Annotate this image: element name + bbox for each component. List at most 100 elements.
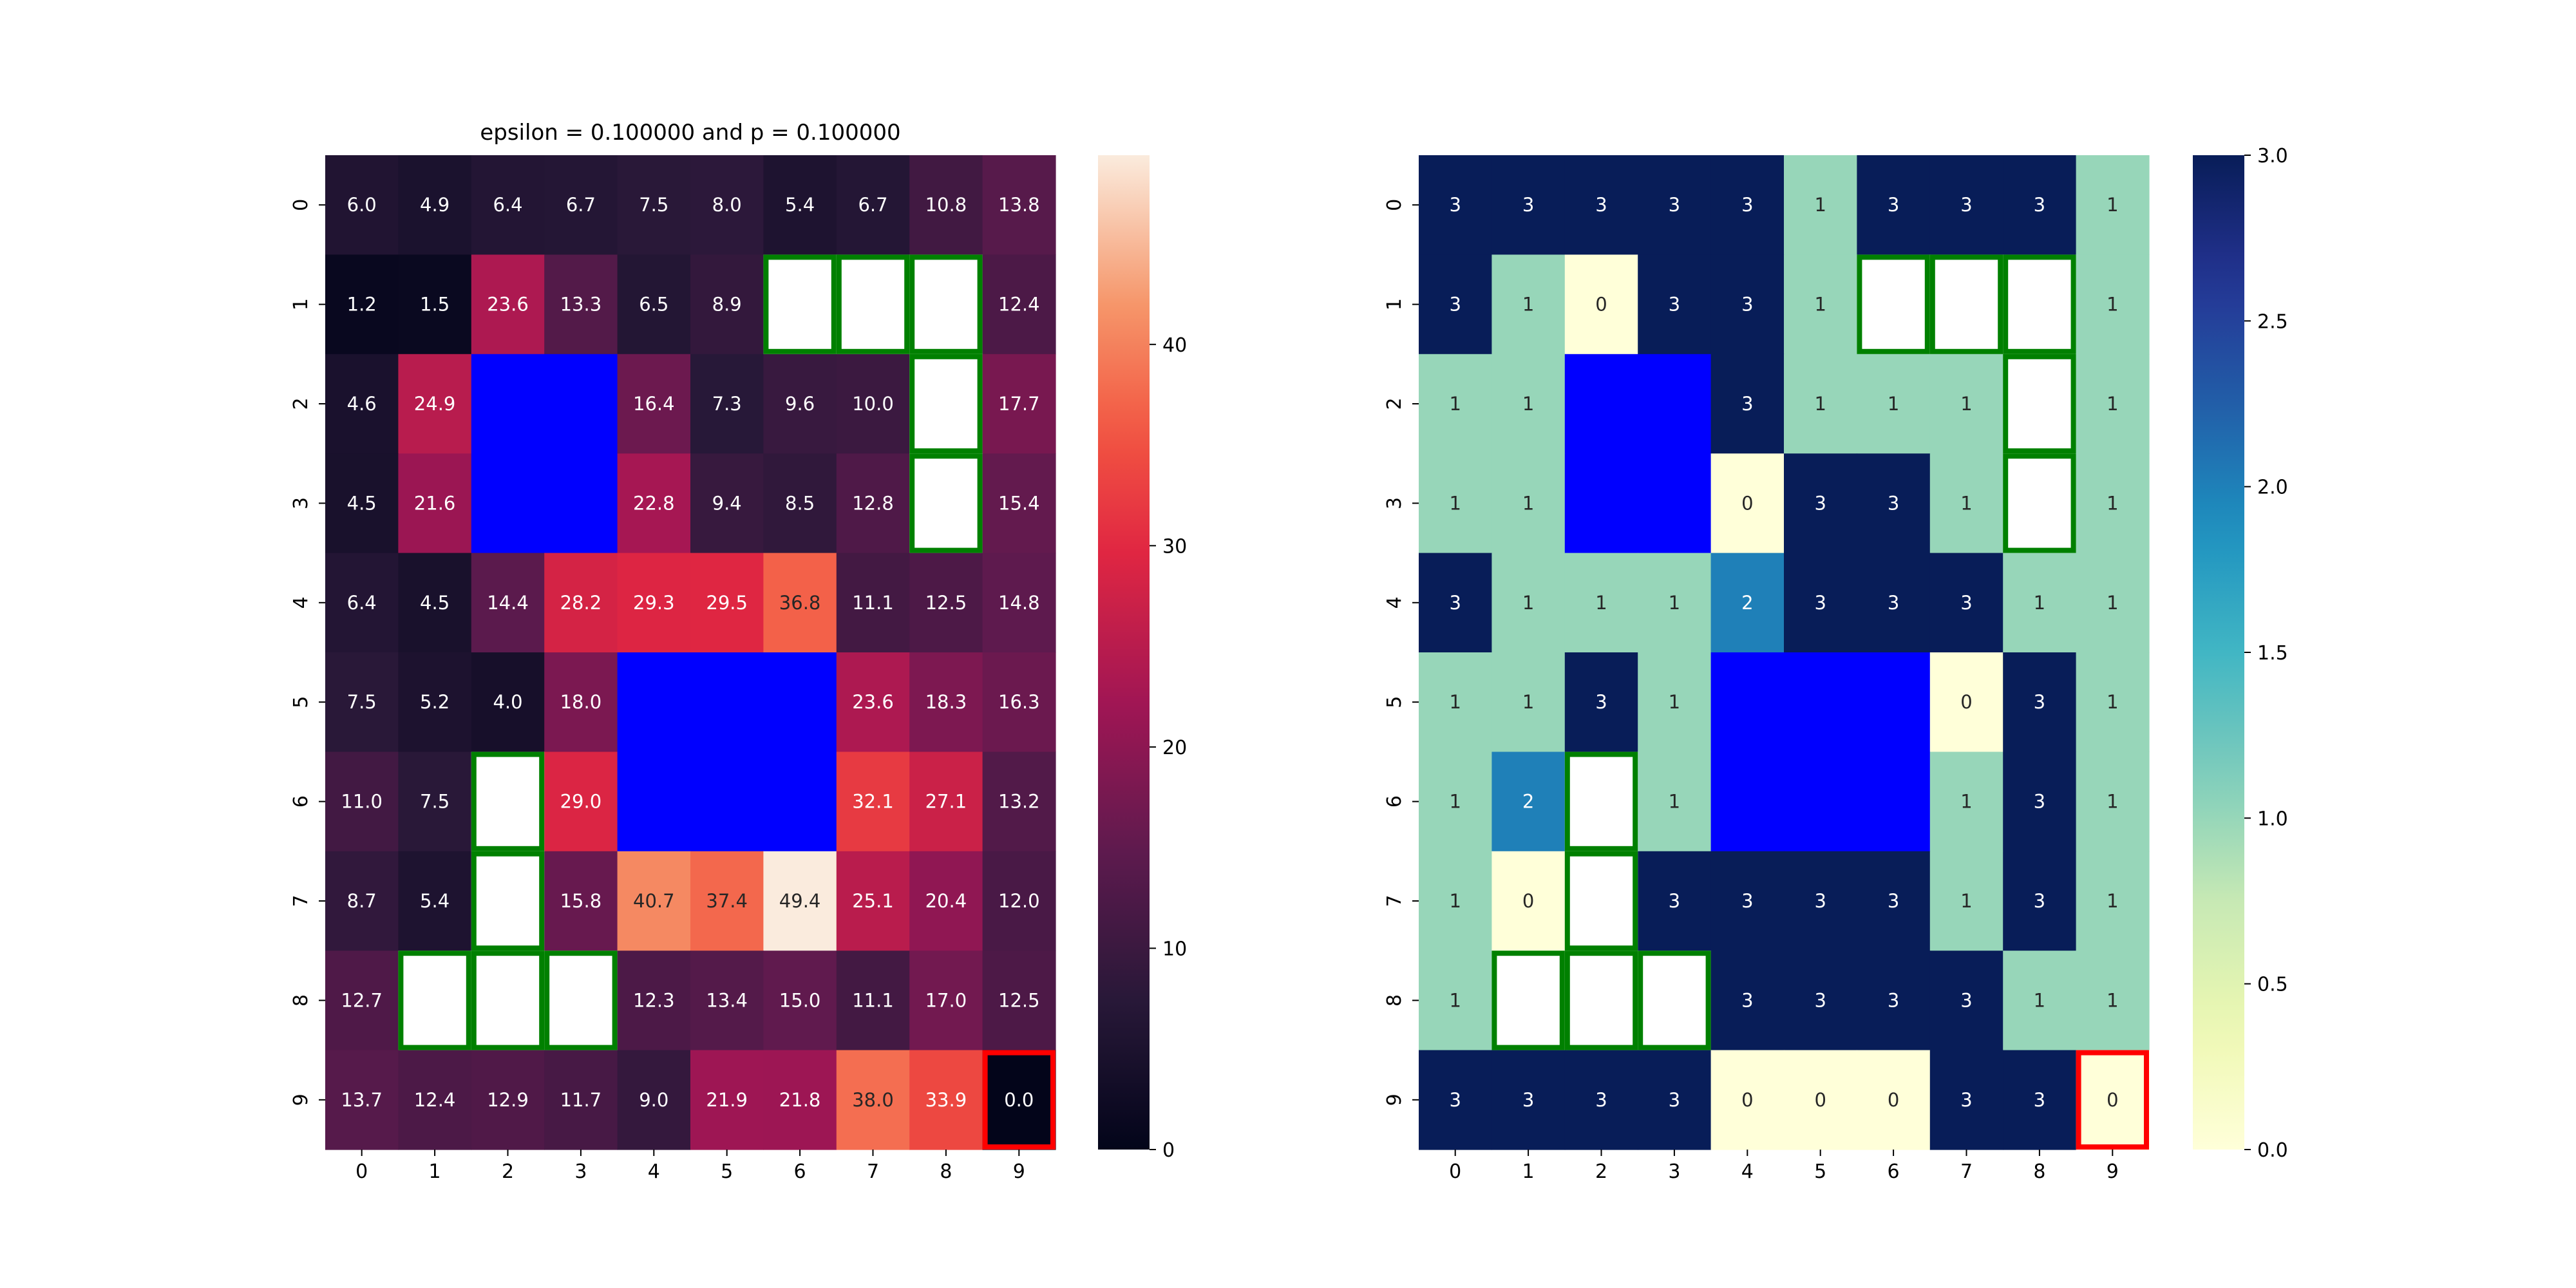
cell-label: 10.0	[852, 393, 894, 415]
cell-label: 1.5	[420, 294, 450, 316]
cell-label: 16.4	[633, 393, 675, 415]
cell-label: 16.3	[998, 691, 1040, 713]
right-heatmap-panel: 3 3 3 3 3 1 3 3 3 1 3 1 0 3 3 1 1 1 1 3 1 1 1 1 1 1 0 3 3 1 1 3 1 1 1 2 3 3 3 1…	[1383, 145, 2288, 1183]
heatmap-cell	[544, 951, 618, 1051]
cell-label: 1	[1960, 492, 1972, 514]
heatmap-cell	[763, 652, 837, 752]
cell-label: 49.4	[779, 890, 821, 912]
heatmap-cell	[544, 254, 618, 355]
colorbar-tick-label: 2.5	[2257, 310, 2288, 333]
heatmap-cell	[1857, 752, 1931, 852]
cell-label: 1	[2107, 194, 2118, 216]
y-tick-label: 5	[290, 696, 312, 708]
x-tick-label: 1	[1522, 1160, 1535, 1183]
cell-label: 1	[2107, 989, 2118, 1011]
heatmap-cell	[1564, 453, 1638, 554]
heatmap-cell	[1857, 951, 1931, 1051]
cell-label: 3	[1960, 989, 1972, 1011]
heatmap-cell	[1492, 453, 1566, 554]
x-tick-label: 1	[429, 1160, 441, 1183]
heatmap-cell	[617, 155, 691, 255]
heatmap-cell	[471, 155, 545, 255]
heatmap-cell	[1929, 254, 2003, 355]
cell-label: 6.7	[858, 194, 887, 216]
heatmap-cell	[1492, 553, 1566, 653]
y-tick-label: 9	[290, 1094, 312, 1106]
heatmap-cell	[1638, 851, 1712, 951]
colorbar-tick-label: 40	[1162, 334, 1187, 357]
cell-label: 8.5	[785, 492, 815, 514]
cell-label: 36.8	[779, 592, 821, 614]
heatmap-cell	[1784, 453, 1857, 554]
heatmap-cell	[909, 851, 983, 951]
heatmap-cell	[471, 1050, 545, 1150]
y-tick-label: 3	[1383, 497, 1406, 509]
cell-label: 24.9	[414, 393, 456, 415]
cell-label: 0	[2107, 1089, 2118, 1111]
cell-label: 12.7	[341, 989, 383, 1011]
cell-label: 1	[1449, 989, 1461, 1011]
heatmap-cell	[763, 254, 837, 355]
wall-cell-outline	[1857, 254, 1930, 354]
cell-label: 12.0	[998, 890, 1040, 912]
heatmap-cell	[398, 453, 472, 554]
cell-label: 1	[1449, 492, 1461, 514]
heatmap-cell	[398, 851, 472, 951]
heatmap-cell	[1710, 254, 1785, 355]
cell-label: 3	[1888, 592, 1899, 614]
wall-cell-outline	[471, 951, 545, 1050]
cell-label: 6.7	[566, 194, 596, 216]
cell-label: 5.4	[420, 890, 450, 912]
heatmap-cell	[1492, 155, 1566, 255]
heatmap-cell	[1929, 453, 2003, 554]
x-tick-label: 3	[574, 1160, 587, 1183]
heatmap-cell	[398, 951, 472, 1051]
heatmap-cell	[1784, 354, 1857, 454]
wall-cell-outline	[909, 354, 983, 454]
cell-label: 12.3	[633, 989, 675, 1011]
cell-label: 1	[1814, 393, 1826, 415]
heatmap-cell	[1929, 354, 2003, 454]
heatmap-cell	[763, 553, 837, 653]
colorbar-tick-label: 0.5	[2257, 974, 2288, 996]
heatmap-cell	[836, 1050, 910, 1150]
x-tick-label: 0	[355, 1160, 368, 1183]
heatmap-cell	[1419, 851, 1492, 951]
heatmap-cell	[544, 652, 618, 752]
heatmap-cell	[471, 951, 545, 1051]
heatmap-cell	[471, 254, 545, 355]
colorbar-tick-label: 0.0	[2257, 1139, 2288, 1162]
wall-cell-outline	[398, 951, 471, 1050]
cell-label: 3	[1449, 1089, 1461, 1111]
heatmap-cell	[617, 752, 691, 852]
y-tick-label: 1	[290, 298, 312, 310]
goal-cell-outline	[982, 1050, 1056, 1150]
wall-cell-outline	[1564, 951, 1638, 1050]
heatmap-cell	[325, 453, 399, 554]
wall-cell-outline	[909, 254, 983, 354]
cell-label: 0	[1888, 1089, 1899, 1111]
heatmap-cell	[1419, 354, 1492, 454]
heatmap-cell	[2076, 652, 2150, 752]
cell-label: 4.5	[420, 592, 450, 614]
heatmap-cell	[836, 652, 910, 752]
heatmap-cell	[690, 1050, 764, 1150]
cell-label: 1	[1669, 791, 1680, 813]
cell-label: 12.4	[414, 1089, 456, 1111]
heatmap-cell	[1564, 652, 1638, 752]
cell-label: 7.3	[712, 393, 742, 415]
heatmap-cell	[1564, 752, 1638, 852]
heatmap-cell	[763, 851, 837, 951]
cell-label: 3	[1741, 989, 1753, 1011]
heatmap-cell	[1857, 354, 1931, 454]
cell-label: 13.4	[706, 989, 748, 1011]
heatmap-cell	[1929, 553, 2003, 653]
cell-label: 13.7	[341, 1089, 383, 1111]
heatmap-cell	[471, 453, 545, 554]
heatmap-cell	[763, 453, 837, 554]
heatmap-cell	[1784, 155, 1857, 255]
heatmap-cell	[617, 1050, 691, 1150]
heatmap-cell	[2076, 752, 2150, 852]
heatmap-cell	[398, 1050, 472, 1150]
heatmap-cell	[836, 851, 910, 951]
